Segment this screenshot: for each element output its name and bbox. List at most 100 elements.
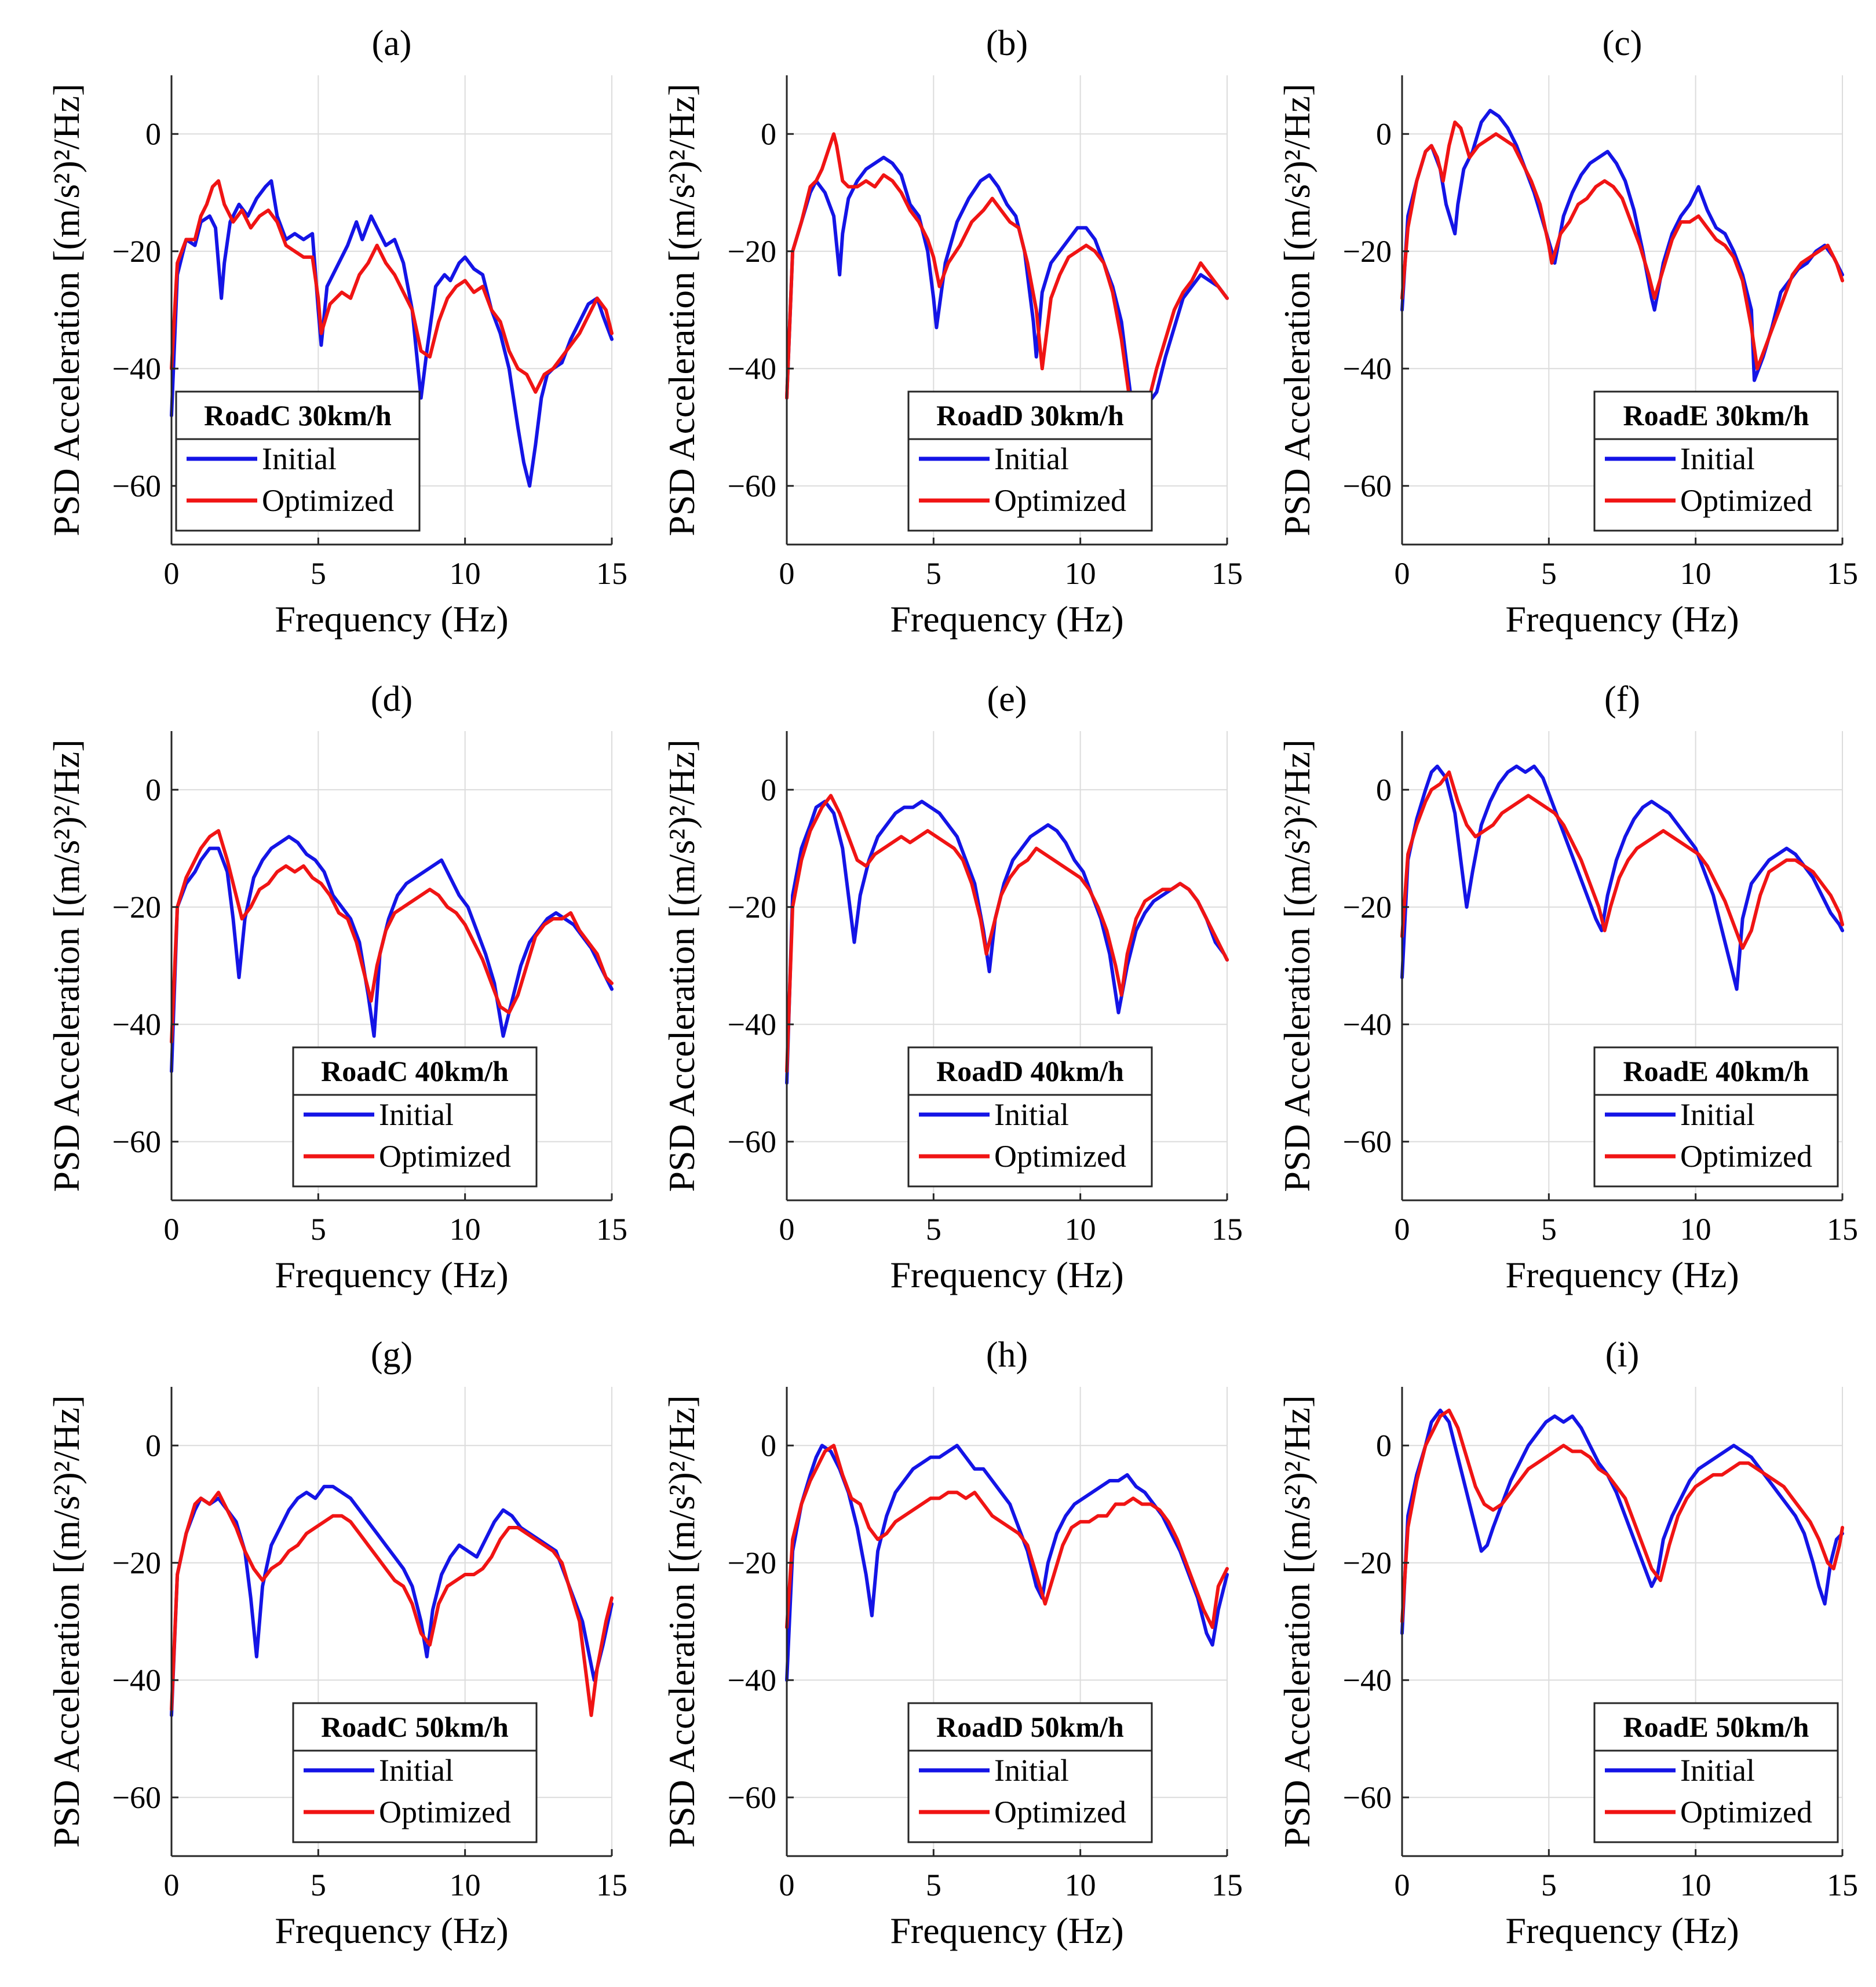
x-tick-label: 0 (1395, 1212, 1410, 1247)
x-tick-label: 5 (926, 1868, 941, 1902)
y-tick-label: −20 (728, 234, 776, 269)
x-tick-label: 10 (450, 1868, 481, 1902)
legend-entry: Initial (994, 1097, 1069, 1132)
legend-entry: Initial (379, 1097, 454, 1132)
y-tick-label: 0 (761, 772, 776, 807)
legend-entry: Optimized (1680, 1795, 1812, 1829)
series-line-initial (170, 179, 614, 488)
x-tick-label: 10 (1065, 556, 1096, 591)
y-tick-label: −20 (1343, 890, 1392, 925)
y-axis-label: PSD Acceleration [(m/s²)²/Hz] (1276, 1395, 1317, 1847)
panel-label: (i) (1605, 1335, 1640, 1375)
y-tick-label: −20 (1343, 234, 1392, 269)
y-tick-label: −60 (112, 469, 161, 503)
x-axis-label: Frequency (Hz) (275, 1910, 508, 1951)
legend-box (175, 390, 421, 532)
x-axis-label: Frequency (Hz) (890, 598, 1123, 640)
x-tick-label: 5 (311, 556, 326, 591)
panel-f: 0 5 10 15 −60 −40 −20 0 Frequency (Hz) PSD Accele… (1276, 680, 1858, 1295)
x-axis-label: Frequency (Hz) (1505, 1910, 1739, 1951)
panel-c: 0 5 10 15 −60 −40 −20 0 Frequency (Hz) PSD Accele… (1276, 24, 1858, 640)
x-tick-label: 5 (926, 556, 941, 591)
panel-g: 0 5 10 15 −60 −40 −20 0 Frequency (Hz) PSD Accele… (46, 1335, 627, 1951)
panel-a: 0 5 10 15 −60 −40 −20 0 Frequency (Hz) PSD Accele… (46, 24, 627, 640)
y-tick-label: −40 (728, 351, 776, 386)
y-tick-label: −40 (728, 1007, 776, 1042)
legend-title: RoadD 50km/h (936, 1711, 1124, 1743)
panel-h: 0 5 10 15 −60 −40 −20 0 Frequency (Hz) PSD Accele… (661, 1335, 1243, 1951)
legend-box (292, 1702, 538, 1843)
legend-entry: Initial (1680, 1753, 1755, 1788)
x-axis-label: Frequency (Hz) (275, 1254, 508, 1295)
y-tick-label: −20 (1343, 1546, 1392, 1580)
x-tick-label: 0 (779, 1868, 795, 1902)
legend-entry: Optimized (262, 483, 394, 518)
x-tick-label: 15 (596, 556, 627, 591)
x-tick-label: 5 (926, 1212, 941, 1247)
x-tick-label: 5 (311, 1212, 326, 1247)
legend: RoadE 40km/h Initial Optimized (1593, 1046, 1839, 1188)
y-tick-label: −40 (112, 351, 161, 386)
y-tick-label: −60 (1343, 469, 1392, 503)
y-axis-label: PSD Acceleration [(m/s²)²/Hz] (1276, 739, 1317, 1192)
legend: RoadD 50km/h Initial Optimized (907, 1702, 1153, 1843)
legend-entry: Optimized (994, 1139, 1126, 1174)
series-line-initial (1400, 764, 1844, 991)
y-tick-label: 0 (145, 1428, 161, 1463)
x-tick-label: 15 (1827, 1868, 1858, 1902)
y-tick-label: −40 (1343, 1007, 1392, 1042)
x-tick-label: 15 (596, 1212, 627, 1247)
legend-entry: Initial (994, 441, 1069, 476)
y-tick-label: −20 (112, 1546, 161, 1580)
legend-box (1593, 1046, 1839, 1188)
series-line-optimized (170, 829, 614, 1044)
x-tick-label: 15 (1827, 1212, 1858, 1247)
x-tick-label: 0 (1395, 556, 1410, 591)
x-tick-label: 0 (779, 1212, 795, 1247)
y-tick-label: −20 (112, 234, 161, 269)
x-tick-label: 5 (311, 1868, 326, 1902)
x-tick-label: 10 (1065, 1868, 1096, 1902)
legend-entry: Initial (379, 1753, 454, 1788)
legend-title: RoadE 30km/h (1623, 399, 1809, 432)
legend-entry: Optimized (379, 1139, 511, 1174)
legend-title: RoadE 50km/h (1623, 1711, 1809, 1743)
x-tick-label: 5 (1541, 556, 1557, 591)
legend: RoadD 40km/h Initial Optimized (907, 1046, 1153, 1188)
legend-box (907, 390, 1153, 532)
x-tick-label: 15 (1211, 1212, 1243, 1247)
legend-entry: Optimized (994, 1795, 1126, 1829)
panel-d: 0 5 10 15 −60 −40 −20 0 Frequency (Hz) PSD Accele… (46, 680, 627, 1295)
legend: RoadD 30km/h Initial Optimized (907, 390, 1153, 532)
x-tick-label: 0 (164, 1868, 180, 1902)
y-tick-label: 0 (145, 116, 161, 151)
x-axis-label: Frequency (Hz) (1505, 598, 1739, 640)
legend-title: RoadD 30km/h (936, 399, 1124, 432)
panel-label: (h) (986, 1335, 1028, 1375)
y-axis-label: PSD Acceleration [(m/s²)²/Hz] (1276, 83, 1317, 536)
panel-label: (b) (986, 24, 1028, 63)
x-tick-label: 15 (1211, 556, 1243, 591)
legend-box (1593, 1702, 1839, 1843)
x-tick-label: 10 (1065, 1212, 1096, 1247)
legend-box (907, 1046, 1153, 1188)
panel-e: 0 5 10 15 −60 −40 −20 0 Frequency (Hz) PSD Accele… (661, 680, 1243, 1295)
panel-label: (g) (371, 1335, 413, 1375)
x-axis-label: Frequency (Hz) (890, 1254, 1123, 1295)
series-line-optimized (1400, 770, 1844, 950)
y-tick-label: −60 (112, 1780, 161, 1815)
series-line-optimized (785, 1444, 1229, 1630)
x-tick-label: 0 (1395, 1868, 1410, 1902)
legend-entry: Optimized (1680, 1139, 1812, 1174)
y-tick-label: −20 (112, 890, 161, 925)
x-tick-label: 5 (1541, 1212, 1557, 1247)
x-tick-label: 15 (1211, 1868, 1243, 1902)
y-tick-label: −40 (112, 1007, 161, 1042)
y-tick-label: −60 (728, 1124, 776, 1159)
legend-title: RoadC 50km/h (321, 1711, 509, 1743)
panel-label: (a) (372, 24, 412, 63)
series-line-initial (1400, 1408, 1844, 1635)
legend-title: RoadC 40km/h (321, 1055, 509, 1087)
panel-label: (e) (987, 680, 1027, 719)
legend-entry: Initial (994, 1753, 1069, 1788)
